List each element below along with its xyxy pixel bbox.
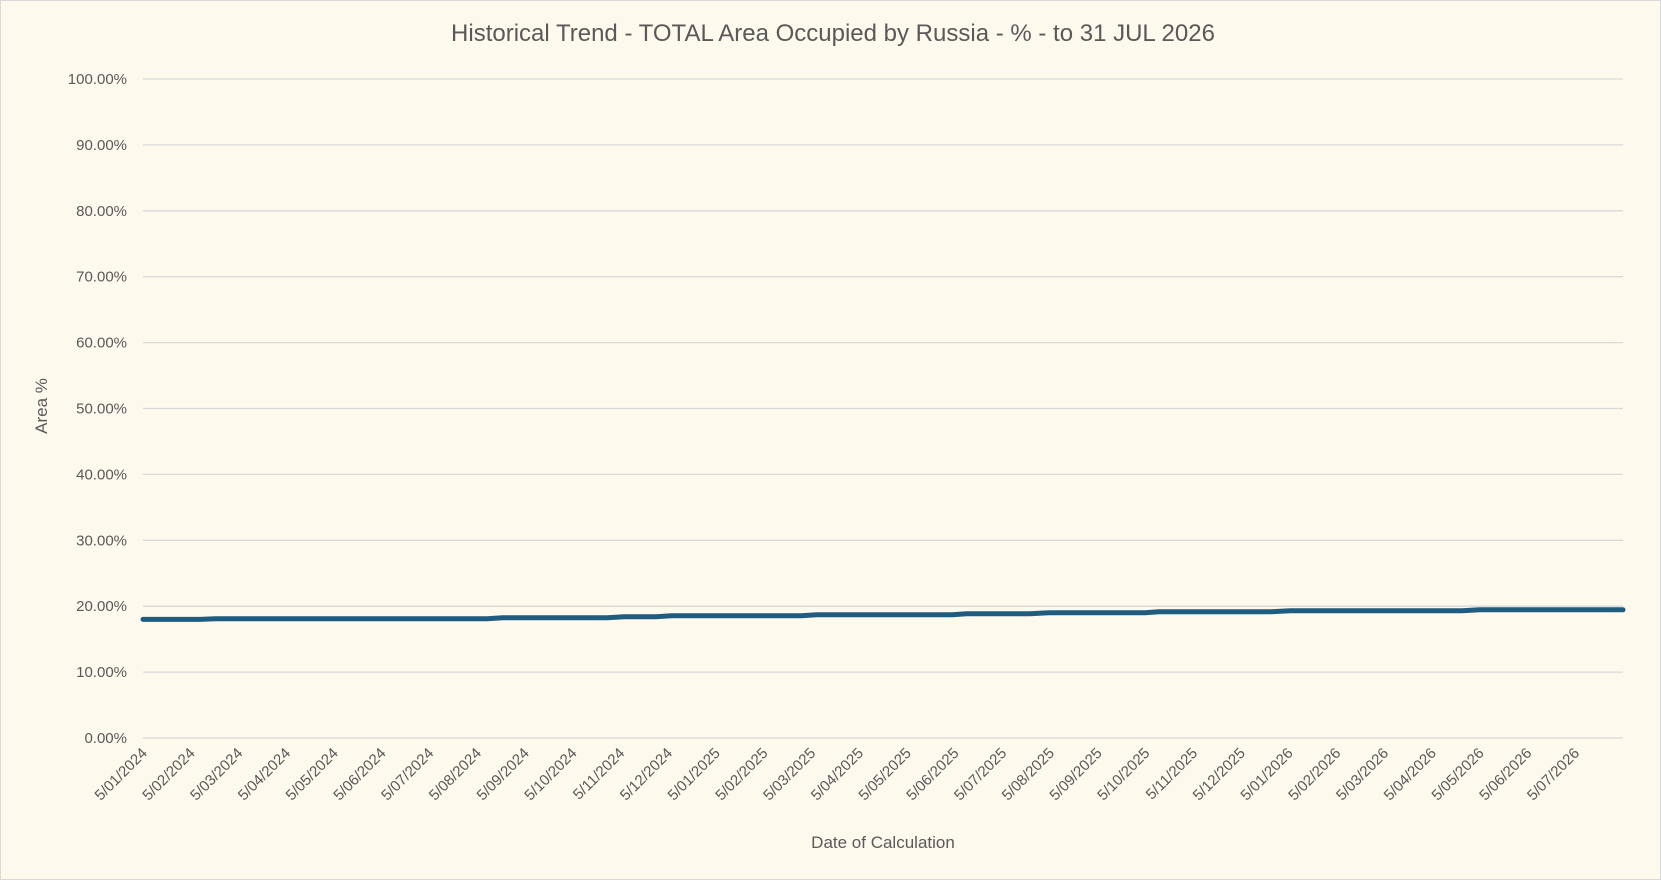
- y-tick-label: 0.00%: [84, 730, 127, 747]
- y-tick-label: 30.00%: [76, 532, 127, 549]
- series-line: [140, 607, 1626, 622]
- y-tick-label: 70.00%: [76, 269, 127, 286]
- y-tick-label: 10.00%: [76, 664, 127, 681]
- gridlines: [143, 78, 1623, 739]
- x-tick-label: 5/07/2026: [1524, 745, 1583, 804]
- x-axis-label: Date of Calculation: [811, 833, 955, 852]
- y-tick-label: 20.00%: [76, 598, 127, 615]
- y-axis-ticks: 0.00% 10.00% 20.00% 30.00% 40.00% 50.00% 60.00…: [68, 71, 127, 747]
- x-tick-label: 5/10/2025: [1094, 745, 1153, 804]
- y-axis-label: Area %: [32, 378, 51, 434]
- y-tick-label: 90.00%: [76, 137, 127, 154]
- x-axis-ticks: 5/01/20245/02/20245/03/20245/04/20245/05…: [92, 745, 1583, 804]
- x-tick-label: 5/10/2024: [521, 745, 580, 804]
- y-tick-label: 100.00%: [68, 71, 127, 88]
- y-tick-label: 80.00%: [76, 203, 127, 220]
- chart-title: Historical Trend - TOTAL Area Occupied b…: [451, 20, 1215, 47]
- y-tick-label: 60.00%: [76, 335, 127, 352]
- y-tick-label: 50.00%: [76, 401, 127, 418]
- series-layer: [140, 607, 1626, 622]
- y-tick-label: 40.00%: [76, 466, 127, 483]
